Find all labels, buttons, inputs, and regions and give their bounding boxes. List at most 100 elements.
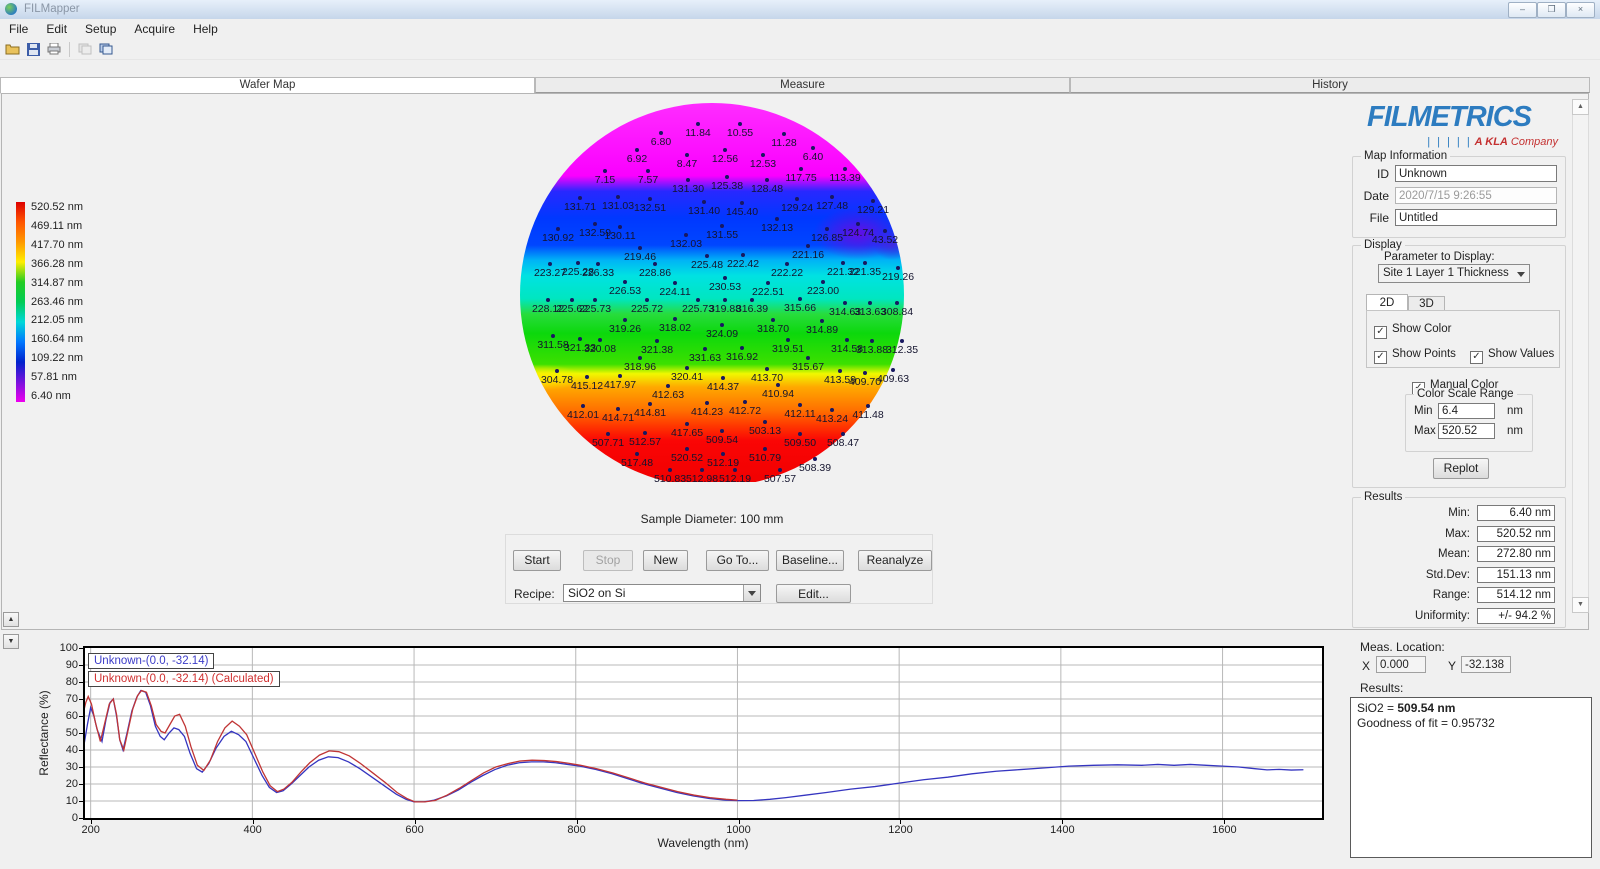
wafer-point[interactable] bbox=[838, 369, 842, 373]
wafer-point[interactable] bbox=[659, 131, 663, 135]
wafer-point[interactable] bbox=[845, 338, 849, 342]
menu-help[interactable]: Help bbox=[193, 22, 218, 36]
splitter-down-button[interactable]: ▼ bbox=[3, 634, 19, 649]
wafer-point[interactable] bbox=[673, 317, 677, 321]
wafer-point[interactable] bbox=[655, 339, 659, 343]
show-points-checkbox[interactable]: ✓ Show Points bbox=[1374, 344, 1456, 364]
wafer-point[interactable] bbox=[700, 468, 704, 472]
wafer-point[interactable] bbox=[811, 146, 815, 150]
wafer-point[interactable] bbox=[798, 403, 802, 407]
wafer-point[interactable] bbox=[761, 153, 765, 157]
wafer-point[interactable] bbox=[685, 153, 689, 157]
max-input[interactable] bbox=[1438, 423, 1495, 439]
wafer-point[interactable] bbox=[841, 432, 845, 436]
open-icon[interactable] bbox=[3, 41, 21, 58]
wafer-point[interactable] bbox=[668, 468, 672, 472]
print-icon[interactable] bbox=[45, 41, 63, 58]
scroll-up-icon[interactable]: ▲ bbox=[1572, 99, 1589, 115]
wafer-point[interactable] bbox=[576, 261, 580, 265]
wafer-point[interactable] bbox=[585, 375, 589, 379]
wafer-point[interactable] bbox=[653, 262, 657, 266]
wafer-point[interactable] bbox=[750, 298, 754, 302]
wafer-point[interactable] bbox=[673, 281, 677, 285]
wafer-point[interactable] bbox=[720, 224, 724, 228]
wafer-point[interactable] bbox=[896, 266, 900, 270]
wafer-point[interactable] bbox=[871, 199, 875, 203]
wafer-point[interactable] bbox=[891, 368, 895, 372]
menu-acquire[interactable]: Acquire bbox=[134, 22, 176, 36]
splitter-up-button[interactable]: ▲ bbox=[3, 612, 19, 627]
wafer-point[interactable] bbox=[863, 371, 867, 375]
vertical-scrollbar[interactable]: ▲ ▼ bbox=[1572, 99, 1589, 613]
wafer-point[interactable] bbox=[696, 122, 700, 126]
wafer-point[interactable] bbox=[895, 301, 899, 305]
wafer-point[interactable] bbox=[843, 167, 847, 171]
wafer-point[interactable] bbox=[598, 338, 602, 342]
wafer-point[interactable] bbox=[551, 334, 555, 338]
wafer-point[interactable] bbox=[868, 301, 872, 305]
scroll-down-icon[interactable]: ▼ bbox=[1572, 597, 1589, 613]
wafer-point[interactable] bbox=[740, 201, 744, 205]
wafer-point[interactable] bbox=[666, 384, 670, 388]
copy-icon[interactable] bbox=[97, 41, 115, 58]
wafer-point[interactable] bbox=[782, 132, 786, 136]
wafer-point[interactable] bbox=[733, 468, 737, 472]
wafer-point[interactable] bbox=[623, 280, 627, 284]
wafer-point[interactable] bbox=[778, 468, 782, 472]
wafer-point[interactable] bbox=[646, 169, 650, 173]
save-icon[interactable] bbox=[24, 41, 42, 58]
wafer-point[interactable] bbox=[870, 339, 874, 343]
wafer-point[interactable] bbox=[825, 227, 829, 231]
wafer-point[interactable] bbox=[570, 298, 574, 302]
wafer-point[interactable] bbox=[685, 422, 689, 426]
show-color-checkbox[interactable]: ✓ Show Color bbox=[1374, 319, 1451, 339]
replot-button[interactable]: Replot bbox=[1433, 458, 1489, 479]
wafer-point[interactable] bbox=[603, 169, 607, 173]
show-values-checkbox[interactable]: ✓ Show Values bbox=[1470, 344, 1554, 364]
wafer-point[interactable] bbox=[685, 447, 689, 451]
wafer-point[interactable] bbox=[616, 195, 620, 199]
wafer-point[interactable] bbox=[798, 432, 802, 436]
wafer-point[interactable] bbox=[765, 178, 769, 182]
wafer-point[interactable] bbox=[623, 318, 627, 322]
wafer-point[interactable] bbox=[546, 298, 550, 302]
go-to-button[interactable]: Go To... bbox=[706, 550, 769, 571]
spot-results-box[interactable]: SiO2 = 509.54 nm Goodness of fit = 0.957… bbox=[1350, 697, 1592, 858]
chevron-down-icon[interactable] bbox=[743, 585, 760, 601]
file-field[interactable] bbox=[1395, 209, 1557, 226]
wafer-point[interactable] bbox=[618, 225, 622, 229]
wafer-point[interactable] bbox=[645, 298, 649, 302]
wafer-point[interactable] bbox=[638, 246, 642, 250]
wafer-point[interactable] bbox=[606, 432, 610, 436]
wafer-point[interactable] bbox=[866, 404, 870, 408]
wafer-point[interactable] bbox=[593, 298, 597, 302]
wafer-point[interactable] bbox=[806, 244, 810, 248]
wafer-point[interactable] bbox=[705, 254, 709, 258]
wafer-point[interactable] bbox=[723, 148, 727, 152]
wafer-point[interactable] bbox=[638, 356, 642, 360]
wafer-point[interactable] bbox=[705, 401, 709, 405]
wafer-point[interactable] bbox=[900, 339, 904, 343]
wafer-point[interactable] bbox=[743, 400, 747, 404]
wafer-point[interactable] bbox=[776, 383, 780, 387]
wafer-point[interactable] bbox=[555, 369, 559, 373]
wafer-point[interactable] bbox=[556, 227, 560, 231]
wafer-point[interactable] bbox=[799, 167, 803, 171]
menu-setup[interactable]: Setup bbox=[85, 22, 117, 36]
wafer-point[interactable] bbox=[741, 253, 745, 257]
wafer-point[interactable] bbox=[841, 261, 845, 265]
wafer-point[interactable] bbox=[856, 222, 860, 226]
menu-file[interactable]: File bbox=[9, 22, 29, 36]
wafer-surface[interactable] bbox=[520, 103, 904, 482]
wafer-point[interactable] bbox=[738, 122, 742, 126]
wafer-point[interactable] bbox=[596, 262, 600, 266]
new-button[interactable]: New bbox=[643, 550, 688, 571]
wafer-point[interactable] bbox=[593, 222, 597, 226]
wafer-point[interactable] bbox=[725, 175, 729, 179]
wafer-point[interactable] bbox=[686, 178, 690, 182]
wafer-point[interactable] bbox=[786, 338, 790, 342]
wafer-point[interactable] bbox=[723, 276, 727, 280]
wafer-point[interactable] bbox=[648, 197, 652, 201]
minimize-button[interactable]: – bbox=[1508, 2, 1537, 18]
edit-recipe-button[interactable]: Edit... bbox=[776, 584, 851, 603]
